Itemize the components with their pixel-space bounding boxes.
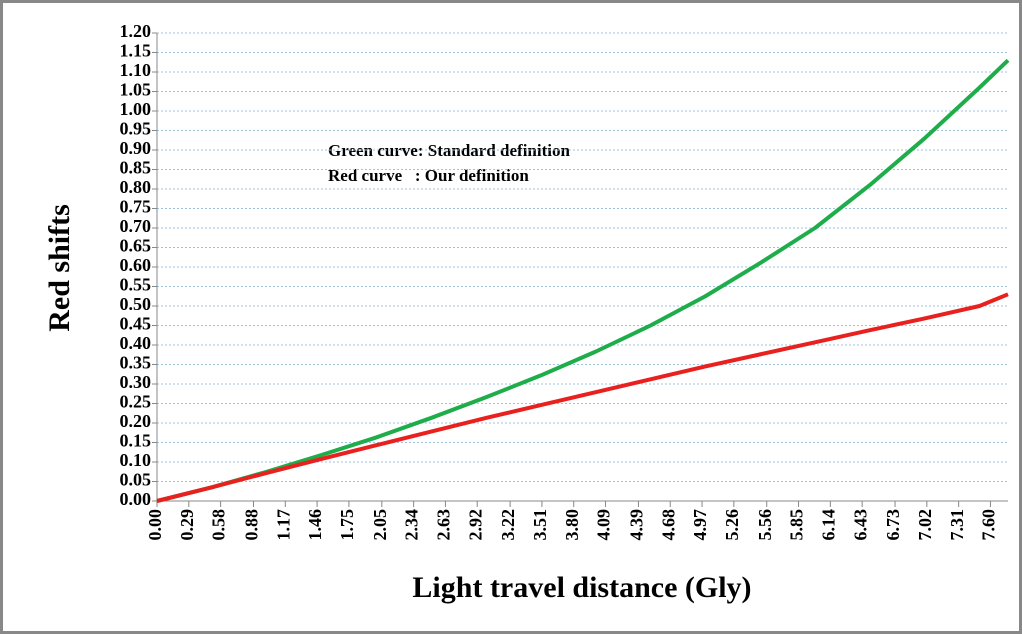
x-tick-label: 1.75 [337, 509, 357, 541]
y-tick-label: 0.45 [120, 314, 152, 334]
x-tick-label: 2.63 [434, 509, 454, 541]
x-tick-label: 3.51 [530, 509, 550, 541]
y-tick-label: 0.60 [120, 255, 152, 275]
x-tick-label: 7.60 [979, 509, 999, 541]
y-tick-label: 0.90 [120, 138, 152, 158]
y-tick-label: 0.15 [120, 431, 152, 451]
x-tick-label: 5.26 [722, 509, 742, 541]
x-axis-title: Light travel distance (Gly) [412, 571, 751, 604]
x-tick-label: 5.56 [755, 509, 775, 541]
x-tick-label: 4.09 [594, 509, 614, 541]
y-tick-label: 1.10 [120, 60, 152, 80]
x-tick-label: 1.46 [305, 509, 325, 541]
x-tick-label: 0.29 [177, 509, 197, 541]
y-axis-title: Red shifts [43, 204, 76, 332]
x-tick-label: 0.58 [209, 509, 229, 541]
y-tick-label: 0.85 [120, 158, 152, 178]
y-tick-label: 0.35 [120, 353, 152, 373]
x-tick-label: 4.97 [690, 509, 710, 541]
x-tick-label: 7.02 [915, 509, 935, 541]
series-line [156, 58, 1010, 503]
y-tick-label: 0.30 [120, 372, 152, 392]
y-tick-label: 0.95 [120, 119, 152, 139]
x-tick-label: 6.43 [850, 509, 870, 541]
series-line [156, 292, 1009, 503]
y-tick-label: 0.75 [120, 197, 152, 217]
y-tick-label: 0.70 [120, 216, 152, 236]
y-tick-label: 1.05 [120, 80, 152, 100]
x-tick-label: 3.80 [562, 509, 582, 541]
x-tick-label: 4.39 [627, 509, 647, 541]
y-tick-label: 0.65 [120, 236, 152, 256]
y-tick-label: 0.25 [120, 392, 152, 412]
y-tick-label: 0.05 [120, 470, 152, 490]
annotation: Red curve : Our definition [328, 166, 529, 185]
x-tick-label: 1.17 [273, 509, 293, 541]
x-tick-label: 0.00 [145, 509, 165, 541]
x-tick-label: 0.88 [242, 509, 262, 541]
y-tick-label: 1.20 [120, 21, 152, 41]
x-tick-label: 2.92 [465, 509, 485, 541]
y-tick-label: 0.40 [120, 333, 152, 353]
y-tick-label: 0.10 [120, 450, 152, 470]
y-tick-label: 1.15 [120, 41, 152, 61]
x-tick-label: 3.22 [498, 509, 518, 541]
y-tick-label: 0.55 [120, 275, 152, 295]
x-tick-label: 6.14 [818, 509, 838, 541]
x-tick-label: 6.73 [883, 509, 903, 541]
y-tick-label: 0.20 [120, 411, 152, 431]
y-tick-label: 0.00 [120, 489, 152, 509]
x-tick-label: 4.68 [658, 509, 678, 541]
x-tick-label: 5.85 [787, 509, 807, 541]
y-tick-label: 0.50 [120, 294, 152, 314]
x-tick-label: 2.05 [370, 509, 390, 541]
x-tick-label: 2.34 [402, 509, 422, 541]
y-tick-label: 0.80 [120, 177, 152, 197]
x-tick-label: 7.31 [947, 509, 967, 541]
y-tick-label: 1.00 [120, 99, 152, 119]
